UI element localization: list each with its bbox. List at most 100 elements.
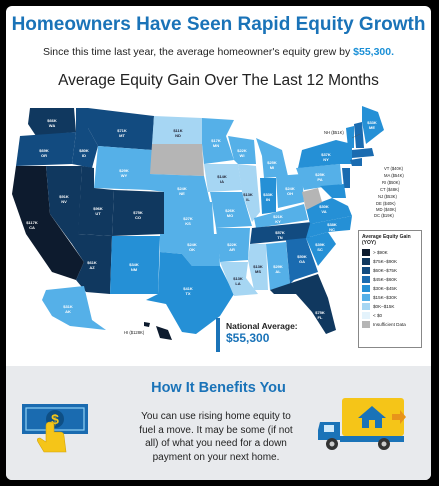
state-SD: [150, 144, 204, 176]
state-VA: [306, 198, 352, 224]
state-code-nv: NV: [61, 199, 67, 204]
legend-swatch: [362, 267, 370, 274]
state-value-me: $33K: [367, 120, 377, 125]
legend-label: $0K–$15K: [373, 304, 395, 309]
benefits-title: How It Benefits You: [151, 380, 286, 396]
state-ME: [362, 106, 384, 144]
ne-label-de: DE ($40K): [376, 201, 396, 206]
state-code-tx: TX: [185, 291, 190, 296]
state-code-ga: GA: [299, 259, 305, 264]
state-code-ia: IA: [220, 179, 224, 184]
ne-label-ma: MA ($54K): [384, 173, 404, 178]
legend-label: $75K–$90K: [373, 259, 398, 264]
state-value-tn: $57K: [275, 230, 285, 235]
legend-swatch: [362, 303, 370, 310]
state-code-wy: WY: [121, 173, 128, 178]
legend-item: Insufficient Data: [362, 320, 418, 329]
state-value-va: $30K: [319, 204, 329, 209]
state-value-oh: $24K: [285, 186, 295, 191]
state-NY: [298, 140, 352, 168]
legend-swatch: [362, 258, 370, 265]
legend-swatch: [362, 285, 370, 292]
state-value-ia: $14K: [217, 174, 227, 179]
state-code-oh: OH: [287, 191, 293, 196]
state-value-nc: $38K: [327, 222, 337, 227]
svg-text:$: $: [51, 411, 59, 427]
state-WV: [302, 188, 322, 210]
state-value-wi: $22K: [237, 148, 247, 153]
benefits-line-3: all) of what you need for a down: [145, 438, 287, 449]
legend-swatch: [362, 294, 370, 301]
state-value-or: $69K: [39, 148, 49, 153]
state-WY: [94, 146, 152, 190]
state-code-me: ME: [369, 125, 375, 130]
state-AR: [216, 228, 250, 262]
state-value-ak: $31K: [63, 304, 73, 309]
state-code-or: OR: [41, 153, 47, 158]
ne-label-dc: DC ($19K): [374, 213, 394, 218]
state-value-mt: $71K: [117, 128, 127, 133]
state-code-ne: NE: [179, 191, 185, 196]
state-IA: [204, 164, 242, 192]
us-equity-map: $66KWA$69KOR$80KID$71KMT$29KWY$117KCA$91…: [12, 106, 404, 340]
state-AL: [266, 242, 290, 290]
state-HI-2: [144, 322, 150, 327]
state-code-az: AZ: [89, 265, 95, 270]
legend-swatch: [362, 312, 370, 319]
state-MN: [202, 118, 234, 164]
state-value-pa: $25K: [315, 172, 325, 177]
state-TN: [250, 222, 312, 244]
state-CO: [112, 190, 164, 236]
state-value-ne: $24K: [177, 186, 187, 191]
state-TX: [146, 252, 234, 334]
state-AZ: [72, 234, 112, 294]
state-value-ut: $96K: [93, 206, 103, 211]
subtitle-text: Since this time last year, the average h…: [42, 46, 354, 58]
state-code-nm: NM: [131, 267, 138, 272]
state-NJ: [342, 168, 350, 188]
legend-swatch: [362, 249, 370, 256]
legend-item: $75K–$90K: [362, 257, 418, 266]
legend-item: $30K–$45K: [362, 284, 418, 293]
state-code-la: LA: [235, 281, 240, 286]
state-value-mo: $26K: [225, 208, 235, 213]
state-value-tx: $41K: [183, 286, 193, 291]
state-MA: [352, 148, 374, 158]
state-MO: [210, 192, 252, 228]
ne-label-ri: RI ($50K): [382, 180, 401, 185]
state-code-ky: KY: [275, 219, 281, 224]
state-value-in: $33K: [263, 192, 273, 197]
state-code-il: IL: [246, 197, 250, 202]
page-title: Homeowners Have Seen Rapid Equity Growth: [11, 14, 426, 35]
state-code-tn: TN: [277, 235, 282, 240]
benefits-line-4: payment on your next home.: [152, 451, 280, 463]
state-MD: [320, 184, 346, 198]
state-PA: [296, 164, 342, 190]
state-value-nm: $34K: [129, 262, 139, 267]
money-hand-icon: $: [22, 404, 88, 453]
state-code-ca: CA: [29, 225, 35, 230]
state-value-wy: $29K: [119, 168, 129, 173]
state-code-ms: MS: [255, 269, 261, 274]
state-NM: [110, 236, 160, 294]
state-code-ks: KS: [185, 221, 191, 226]
state-VT: [346, 126, 354, 148]
hi-callout: HI ($128K): [124, 330, 145, 335]
state-value-co: $75K: [133, 210, 143, 215]
ne-label-nj: NJ ($53K): [378, 194, 397, 199]
state-code-wi: WI: [240, 153, 245, 158]
infographic: Homeowners Have Seen Rapid Equity Growth…: [6, 6, 431, 480]
state-OR: [16, 132, 76, 166]
state-value-ca: $117K: [26, 220, 38, 225]
benefits-text: You can use rising home equity to fuel a…: [119, 410, 313, 464]
legend-swatch: [362, 321, 370, 328]
page-subtitle: Since this time last year, the average h…: [6, 46, 431, 58]
state-value-fl: $75K: [315, 310, 325, 315]
state-code-fl: FL: [318, 315, 323, 320]
state-HI: [156, 326, 172, 340]
state-code-co: CO: [135, 215, 141, 220]
state-CT: [350, 158, 362, 166]
state-KS: [164, 202, 214, 234]
legend-label: < $0: [373, 313, 383, 318]
legend-item: < $0: [362, 311, 418, 320]
